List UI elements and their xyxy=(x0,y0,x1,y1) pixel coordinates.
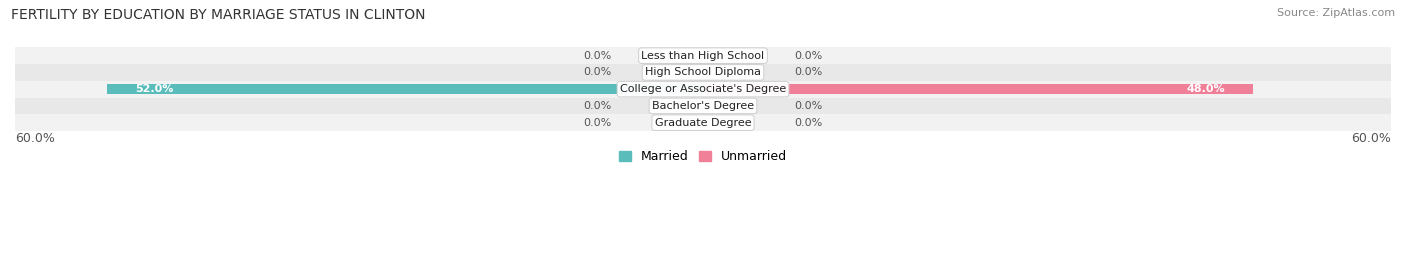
Text: 60.0%: 60.0% xyxy=(15,132,55,145)
Bar xyxy=(15,64,1391,81)
Text: Less than High School: Less than High School xyxy=(641,51,765,61)
Bar xyxy=(15,81,1391,98)
Bar xyxy=(107,84,703,94)
Bar xyxy=(15,47,1391,64)
Text: 0.0%: 0.0% xyxy=(583,51,612,61)
Text: 0.0%: 0.0% xyxy=(794,51,823,61)
Bar xyxy=(15,114,1391,131)
Text: 0.0%: 0.0% xyxy=(794,101,823,111)
Text: 0.0%: 0.0% xyxy=(794,68,823,77)
Text: 0.0%: 0.0% xyxy=(583,101,612,111)
Text: 48.0%: 48.0% xyxy=(1187,84,1225,94)
Text: 0.0%: 0.0% xyxy=(583,118,612,128)
Bar xyxy=(703,84,1253,94)
Text: 0.0%: 0.0% xyxy=(583,68,612,77)
Text: High School Diploma: High School Diploma xyxy=(645,68,761,77)
Text: Graduate Degree: Graduate Degree xyxy=(655,118,751,128)
Text: FERTILITY BY EDUCATION BY MARRIAGE STATUS IN CLINTON: FERTILITY BY EDUCATION BY MARRIAGE STATU… xyxy=(11,8,426,22)
Bar xyxy=(15,98,1391,114)
Text: 0.0%: 0.0% xyxy=(794,118,823,128)
Text: Bachelor's Degree: Bachelor's Degree xyxy=(652,101,754,111)
Legend: Married, Unmarried: Married, Unmarried xyxy=(613,145,793,168)
Text: Source: ZipAtlas.com: Source: ZipAtlas.com xyxy=(1277,8,1395,18)
Text: College or Associate's Degree: College or Associate's Degree xyxy=(620,84,786,94)
Text: 52.0%: 52.0% xyxy=(135,84,174,94)
Text: 60.0%: 60.0% xyxy=(1351,132,1391,145)
